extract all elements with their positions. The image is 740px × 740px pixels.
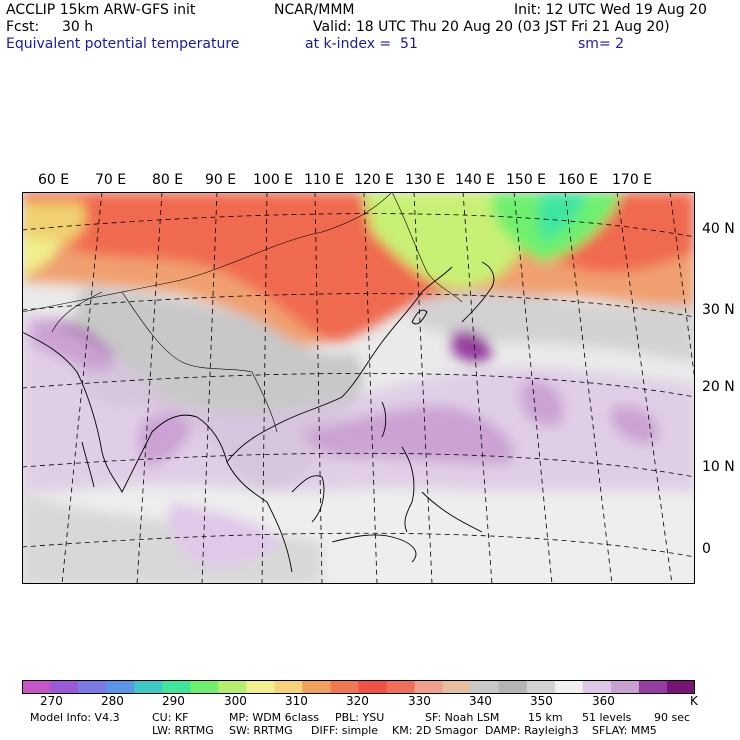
colorbar-segment (666, 680, 695, 694)
smoothing: sm= 2 (578, 36, 625, 52)
lon-label: 150 E (506, 172, 547, 188)
surface-layer-scheme: SFLAY: MM5 (592, 724, 657, 737)
lon-label: 140 E (455, 172, 496, 188)
lat-label: 0 (702, 541, 711, 557)
colorbar-segment (358, 680, 388, 694)
colorbar-segment (50, 680, 79, 694)
init-time: Init: 12 UTC Wed 19 Aug 20 (514, 2, 707, 18)
organization: NCAR/MMM (274, 2, 355, 18)
forecast-hours: 30 h (62, 19, 94, 35)
surface-scheme: SF: Noah LSM (425, 711, 500, 724)
graticule (22, 192, 695, 584)
colorbar-tick: 290 (162, 694, 185, 708)
lat-label: 30 N (702, 302, 735, 318)
colorbar-tick: 310 (285, 694, 308, 708)
model-version: Model Info: V4.3 (30, 711, 120, 724)
colorbar-segment (218, 680, 247, 694)
land-shading (412, 292, 695, 362)
pbl-scheme: PBL: YSU (335, 711, 385, 724)
colorbar-tick: 320 (346, 694, 369, 708)
vertical-levels: 51 levels (582, 711, 632, 724)
lon-label: 170 E (612, 172, 653, 188)
lon-label: 160 E (558, 172, 599, 188)
colorbar-segment (162, 680, 191, 694)
forecast-label: Fcst: (6, 19, 40, 35)
colorbar-segment (78, 680, 107, 694)
cumulus-scheme: CU: KF (152, 711, 189, 724)
map-frame (22, 192, 695, 584)
km-option: KM: 2D Smagor (392, 724, 478, 737)
convection-region (452, 330, 492, 363)
lat-label: 20 N (702, 379, 735, 395)
colorbar-tick: 350 (530, 694, 553, 708)
shortwave-scheme: SW: RRTMG (229, 724, 293, 737)
colorbar-segment (330, 680, 359, 694)
yellow-region (22, 237, 62, 277)
colorbar-segment (274, 680, 303, 694)
colorbar-tick: 330 (408, 694, 431, 708)
colorbar-segment (442, 680, 472, 694)
colorbar-segment (22, 680, 51, 694)
lat-label: 40 N (702, 221, 735, 237)
colorbar-segment (246, 680, 275, 694)
colorbar-frame (22, 680, 695, 694)
colorbar-segment (302, 680, 331, 694)
lon-label: 110 E (304, 172, 345, 188)
lon-label: 70 E (95, 172, 127, 188)
lat-label: 10 N (702, 459, 735, 475)
cyan-region (538, 192, 587, 242)
colorbar-segment (414, 680, 444, 694)
lon-label: 100 E (253, 172, 294, 188)
colorbar-segment (470, 680, 500, 694)
colorbar-segment (134, 680, 163, 694)
time-step: 90 sec (654, 711, 691, 724)
colorbar-segment (190, 680, 219, 694)
colorbar-tick: 340 (469, 694, 492, 708)
yellow-region (22, 202, 86, 247)
level-index: at k-index = 51 (305, 36, 418, 52)
longwave-scheme: LW: RRTMG (152, 724, 214, 737)
lon-label: 120 E (354, 172, 395, 188)
theta-e-map (22, 192, 695, 584)
colorbar-tick: 270 (40, 694, 63, 708)
borders (22, 192, 463, 433)
colorbar-unit: K (690, 694, 698, 708)
colorbar-segment (526, 680, 556, 694)
diffusion-option: DIFF: simple (311, 724, 379, 737)
colorbar-tick: 360 (592, 694, 615, 708)
microphysics-scheme: MP: WDM 6class (229, 711, 319, 724)
colorbar-segment (582, 680, 612, 694)
colorbar-segment (106, 680, 135, 694)
colorbar-tick: 300 (224, 694, 247, 708)
model-title: ACCLIP 15km ARW-GFS init (6, 2, 196, 18)
lavender-region (22, 312, 695, 497)
lon-label: 80 E (152, 172, 184, 188)
lon-label: 130 E (405, 172, 446, 188)
damping-option: DAMP: Rayleigh3 (485, 724, 579, 737)
colorbar-segment (638, 680, 668, 694)
colorbar (22, 680, 695, 694)
colorbar-segment (386, 680, 416, 694)
field-name: Equivalent potential temperature (6, 36, 240, 52)
lon-label: 90 E (205, 172, 237, 188)
colorbar-tick: 280 (101, 694, 124, 708)
lon-label: 60 E (38, 172, 70, 188)
lavender-region (168, 502, 282, 566)
grid-spacing: 15 km (528, 711, 563, 724)
colorbar-segment (498, 680, 528, 694)
valid-time: Valid: 18 UTC Thu 20 Aug 20 (03 JST Fri … (313, 19, 670, 35)
colorbar-segment (610, 680, 640, 694)
colorbar-segment (554, 680, 584, 694)
